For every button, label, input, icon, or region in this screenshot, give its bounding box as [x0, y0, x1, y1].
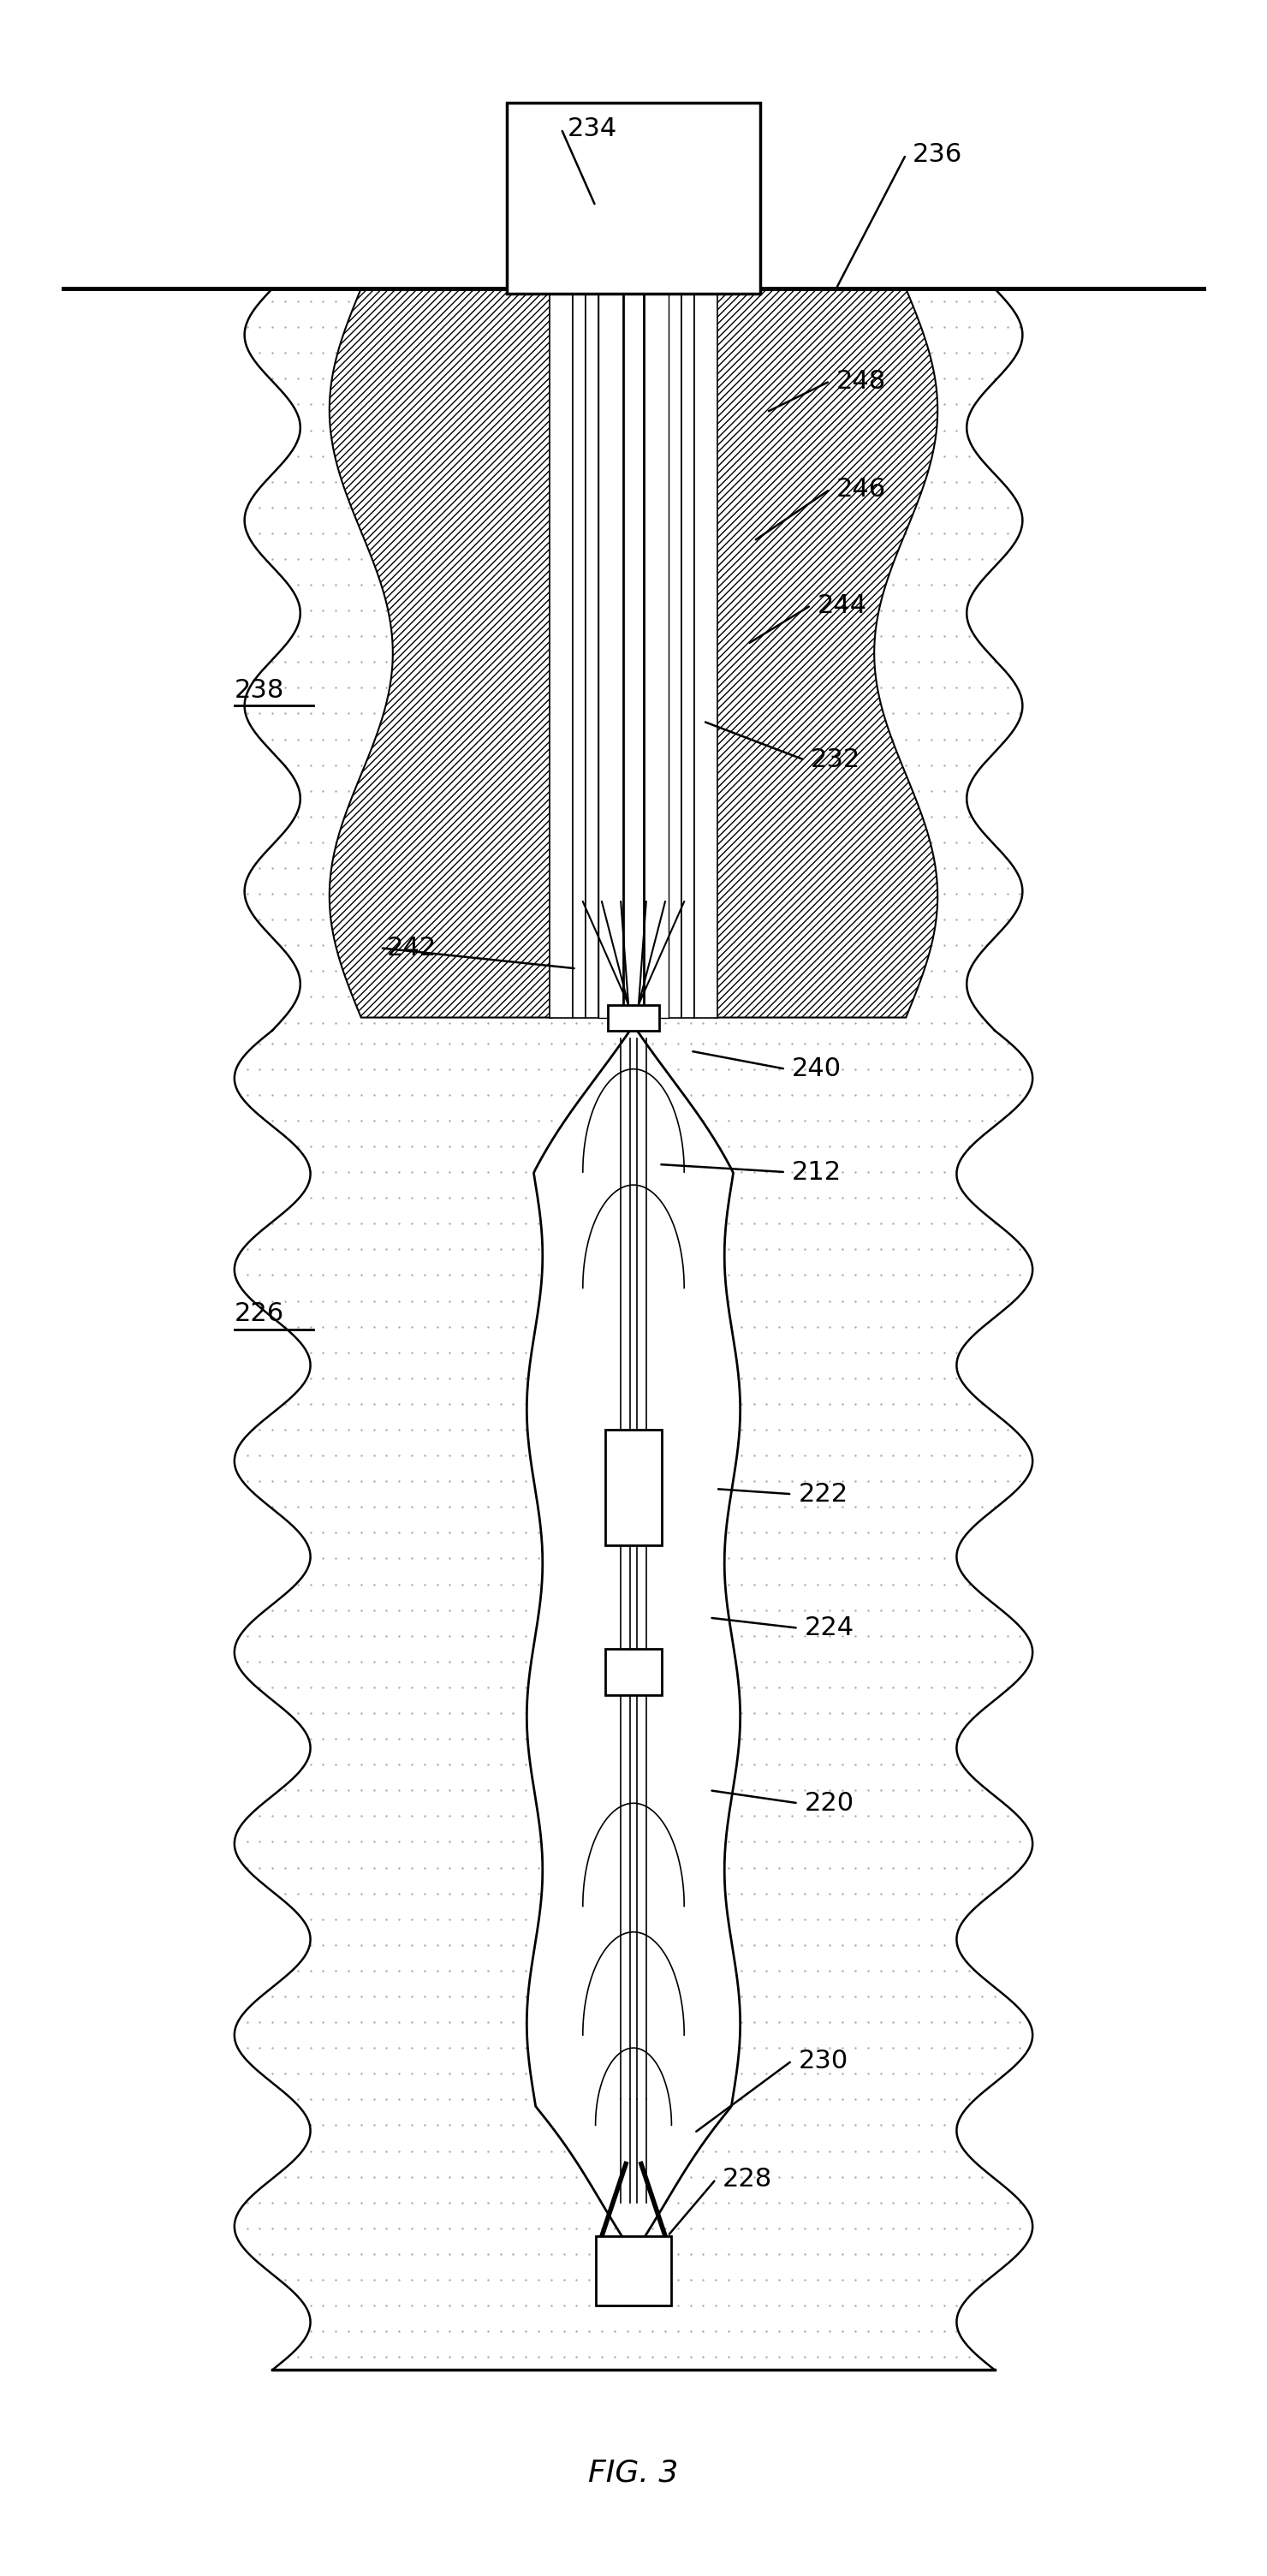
Bar [606, 1649, 661, 1695]
Text: 232: 232 [811, 747, 860, 773]
Text: 212: 212 [792, 1159, 841, 1185]
Text: 240: 240 [792, 1056, 841, 1082]
Bar [606, 1430, 661, 1546]
Text: 248: 248 [836, 368, 886, 394]
Bar [608, 1005, 659, 1030]
Bar [573, 289, 585, 1018]
Text: FIG. 3: FIG. 3 [588, 2458, 679, 2488]
Text: 244: 244 [817, 592, 867, 618]
Text: 246: 246 [836, 477, 886, 502]
Bar [694, 289, 717, 1018]
Text: 226: 226 [234, 1301, 284, 1327]
Text: 238: 238 [234, 677, 284, 703]
Text: 236: 236 [912, 142, 962, 167]
Bar [669, 289, 682, 1018]
Bar [585, 289, 598, 1018]
Bar [550, 289, 573, 1018]
Bar [598, 289, 669, 1018]
Text: 220: 220 [805, 1790, 854, 1816]
Text: 228: 228 [722, 2166, 772, 2192]
Polygon shape [716, 289, 938, 1018]
Bar [595, 2236, 672, 2306]
Text: 242: 242 [386, 935, 436, 961]
Text: 234: 234 [568, 116, 617, 142]
Text: 230: 230 [798, 2048, 848, 2074]
Text: 222: 222 [798, 1481, 848, 1507]
Polygon shape [329, 289, 551, 1018]
Text: 224: 224 [805, 1615, 854, 1641]
Bar [682, 289, 694, 1018]
Bar [507, 103, 760, 294]
